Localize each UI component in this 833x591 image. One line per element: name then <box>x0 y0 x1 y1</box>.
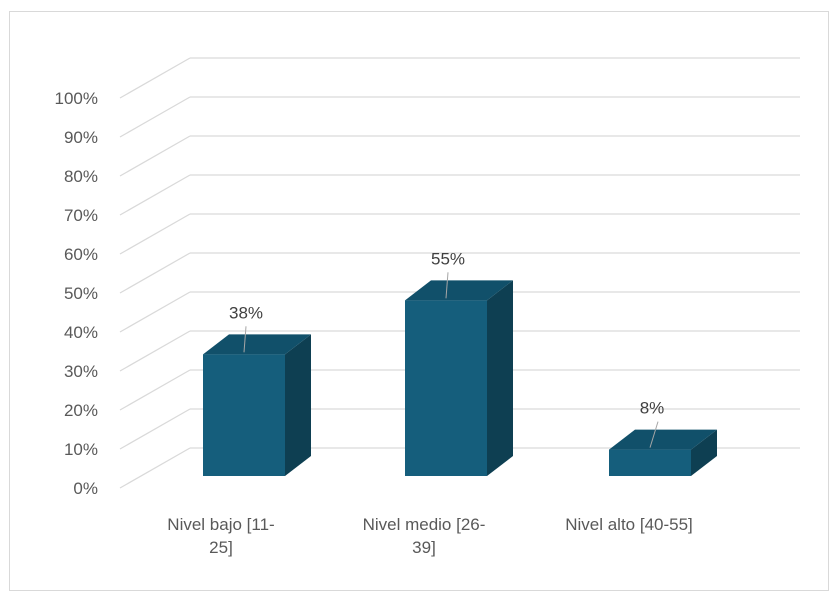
y-tick-label: 60% <box>64 245 98 264</box>
y-tick-label: 10% <box>64 440 98 459</box>
gridline-diagonal <box>119 96 191 138</box>
bar-side <box>487 280 513 476</box>
data-labels: 38% 55% 8% <box>229 249 665 448</box>
category-label: Nivel medio [26- <box>363 515 486 534</box>
bar <box>203 334 311 476</box>
category-label: 25] <box>209 538 233 557</box>
gridline-diagonal <box>119 57 191 99</box>
data-label: 55% <box>431 249 465 268</box>
gridline-diagonal <box>119 213 191 255</box>
y-tick-label: 30% <box>64 362 98 381</box>
gridline-diagonal <box>119 291 191 333</box>
y-tick-label: 40% <box>64 323 98 342</box>
gridline-diagonal <box>119 174 191 216</box>
y-tick-label: 20% <box>64 401 98 420</box>
x-axis-categories: Nivel bajo [11- 25] Nivel medio [26- 39] Niv… <box>167 515 692 557</box>
data-label: 8% <box>640 399 665 418</box>
bar <box>609 429 717 476</box>
bar-front <box>203 354 285 476</box>
bar-side <box>691 429 717 476</box>
bar-front <box>405 300 487 476</box>
bars <box>203 280 717 476</box>
y-tick-label: 100% <box>55 89 98 108</box>
data-label-leader <box>445 272 449 299</box>
y-tick-label: 50% <box>64 284 98 303</box>
data-label-leader <box>649 421 659 448</box>
y-tick-label: 70% <box>64 206 98 225</box>
gridline-diagonal <box>119 369 191 411</box>
gridline-diagonal <box>119 408 191 450</box>
data-label: 38% <box>229 303 263 322</box>
category-label: 39] <box>412 538 436 557</box>
y-tick-label: 0% <box>73 479 98 498</box>
gridline-diagonal <box>119 135 191 177</box>
y-tick-label: 90% <box>64 128 98 147</box>
y-tick-label: 80% <box>64 167 98 186</box>
category-label: Nivel bajo [11- <box>167 515 274 534</box>
bar-top <box>405 280 513 301</box>
category-label: Nivel alto [40-55] <box>565 515 693 534</box>
bar-front <box>609 449 691 476</box>
bar-top <box>203 334 311 355</box>
bar <box>405 280 513 476</box>
gridline-diagonal <box>119 447 191 489</box>
bar-top <box>609 429 717 450</box>
gridline-diagonal <box>119 252 191 294</box>
data-label-leader <box>243 326 247 353</box>
y-axis-ticks: 0% 10% 20% 30% 40% 50% 60% 70% 80% 90% 100% <box>55 89 98 498</box>
gridline-diagonal <box>119 330 191 372</box>
bar-side <box>285 334 311 476</box>
